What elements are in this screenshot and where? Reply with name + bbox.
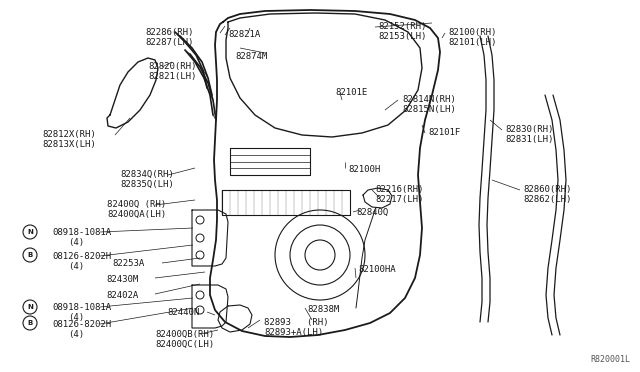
Text: 82100H: 82100H (348, 165, 380, 174)
Text: 82821(LH): 82821(LH) (148, 72, 196, 81)
Text: 82400QB(RH): 82400QB(RH) (155, 330, 214, 339)
Text: 82400Q (RH): 82400Q (RH) (107, 200, 166, 209)
Text: 82216(RH): 82216(RH) (375, 185, 424, 194)
Text: 08126-8202H: 08126-8202H (52, 252, 111, 261)
Text: 82100HA: 82100HA (358, 265, 396, 274)
Text: N: N (27, 304, 33, 310)
Text: 82430M: 82430M (106, 275, 138, 284)
Text: 82153(LH): 82153(LH) (378, 32, 426, 41)
Text: B: B (28, 320, 33, 326)
Text: 08126-8202H: 08126-8202H (52, 320, 111, 329)
Text: (4): (4) (68, 313, 84, 322)
Text: 82815N(LH): 82815N(LH) (402, 105, 456, 114)
Text: 82812X(RH): 82812X(RH) (42, 130, 96, 139)
Text: (4): (4) (68, 330, 84, 339)
Text: 82217(LH): 82217(LH) (375, 195, 424, 204)
Text: B: B (28, 252, 33, 258)
Text: (4): (4) (68, 238, 84, 247)
Text: 82838M: 82838M (307, 305, 339, 314)
Text: 82400QC(LH): 82400QC(LH) (155, 340, 214, 349)
Text: 82253A: 82253A (112, 259, 144, 268)
Text: 08918-1081A: 08918-1081A (52, 303, 111, 312)
Text: N: N (27, 229, 33, 235)
Text: 82820(RH): 82820(RH) (148, 62, 196, 71)
Text: 82814N(RH): 82814N(RH) (402, 95, 456, 104)
Text: 82101E: 82101E (335, 88, 367, 97)
Text: 82893   (RH): 82893 (RH) (264, 318, 328, 327)
Text: 82286(RH): 82286(RH) (145, 28, 193, 37)
Text: 82813X(LH): 82813X(LH) (42, 140, 96, 149)
Text: (4): (4) (68, 262, 84, 271)
Text: 82821A: 82821A (228, 30, 260, 39)
Text: 82402A: 82402A (106, 291, 138, 300)
Text: 82152(RH): 82152(RH) (378, 22, 426, 31)
Text: 82831(LH): 82831(LH) (505, 135, 554, 144)
Text: 82862(LH): 82862(LH) (523, 195, 572, 204)
Text: R820001L: R820001L (590, 355, 630, 364)
Text: 82874M: 82874M (235, 52, 268, 61)
Text: 82101F: 82101F (428, 128, 460, 137)
Text: 82860(RH): 82860(RH) (523, 185, 572, 194)
Text: 82287(LH): 82287(LH) (145, 38, 193, 47)
Text: 82101(LH): 82101(LH) (448, 38, 497, 47)
Text: 82835Q(LH): 82835Q(LH) (120, 180, 173, 189)
Text: 82840Q: 82840Q (356, 208, 388, 217)
Text: 82893+A(LH): 82893+A(LH) (264, 328, 323, 337)
Text: 82830(RH): 82830(RH) (505, 125, 554, 134)
Text: 82834Q(RH): 82834Q(RH) (120, 170, 173, 179)
Text: 82440N: 82440N (167, 308, 199, 317)
Text: 82100(RH): 82100(RH) (448, 28, 497, 37)
Text: 08918-1081A: 08918-1081A (52, 228, 111, 237)
Text: 82400QA(LH): 82400QA(LH) (107, 210, 166, 219)
